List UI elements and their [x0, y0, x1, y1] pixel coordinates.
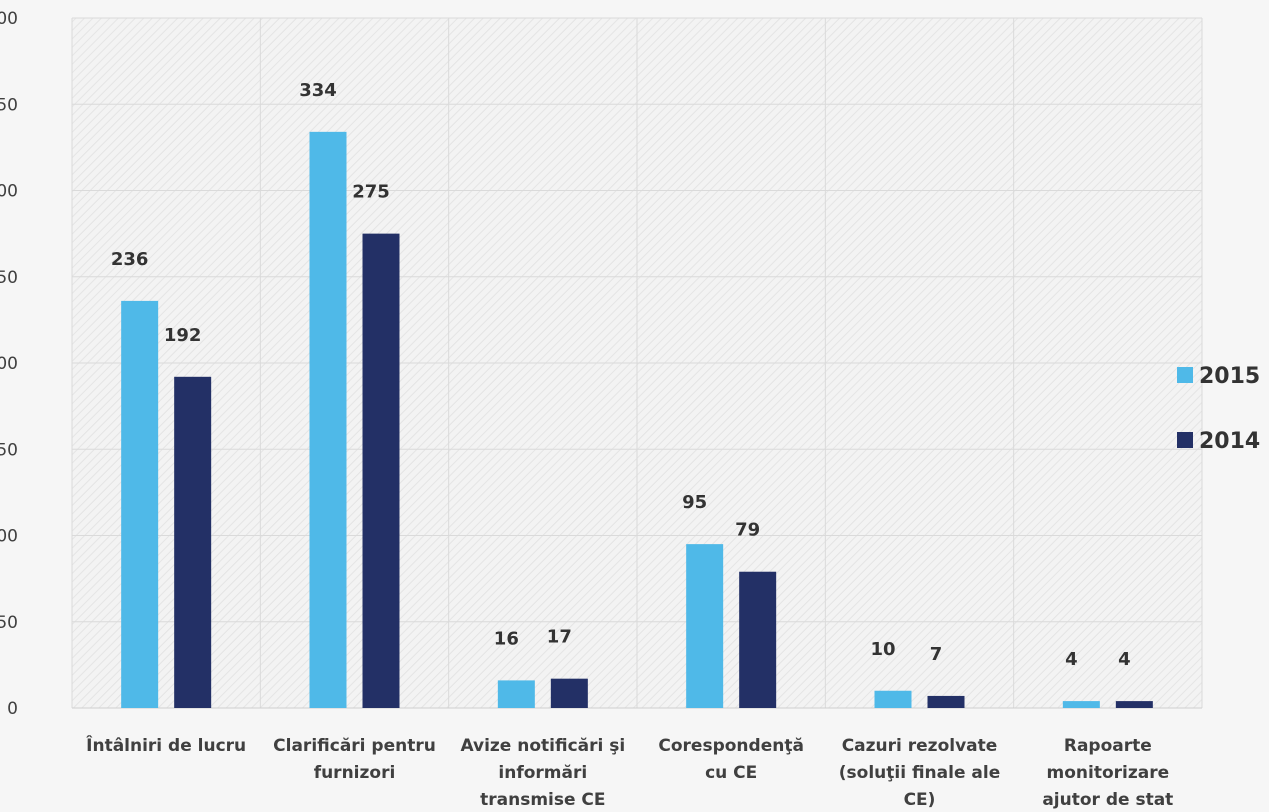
bar-2015-4: [874, 690, 912, 708]
data-label: 79: [735, 520, 760, 541]
data-label: 4: [1065, 649, 1078, 670]
x-tick-label: Întâlniri de lucru: [86, 734, 246, 756]
x-tick-label: Rapoarte: [1064, 736, 1152, 756]
x-tick-label: Clarificări pentru: [273, 736, 436, 756]
bar-2014-4: [927, 695, 965, 708]
y-tick-label: 350: [0, 95, 18, 115]
y-tick-label: 0: [7, 699, 18, 719]
bar-2015-5: [1062, 701, 1100, 708]
bar-2014-0: [174, 376, 212, 708]
bar-2014-1: [362, 233, 400, 708]
legend: 2015 2014: [1177, 364, 1260, 454]
data-label: 192: [164, 325, 202, 346]
data-label: 16: [494, 628, 519, 649]
gridlines: [71, 17, 1203, 709]
bar-2015-3: [686, 544, 724, 708]
x-tick-label: monitorizare: [1047, 763, 1170, 783]
bars: [121, 131, 1153, 709]
data-label: 4: [1118, 649, 1131, 670]
y-tick-label: 100: [0, 527, 18, 547]
y-tick-label: 250: [0, 268, 18, 288]
legend-swatch-2014: [1177, 432, 1193, 448]
bar-2014-2: [550, 678, 588, 708]
x-tick-label: informări: [498, 763, 587, 783]
x-tick-label: Corespondenţă: [658, 736, 804, 756]
y-tick-label: 400: [0, 9, 18, 29]
data-label: 334: [299, 80, 337, 101]
x-tick-label: Avize notificări şi: [460, 736, 625, 756]
bar-2015-0: [121, 300, 159, 708]
y-tick-label: 200: [0, 354, 18, 374]
bar-2015-2: [497, 680, 535, 708]
x-tick-label: CE): [904, 790, 936, 810]
legend-label-2014: 2014: [1199, 429, 1260, 454]
x-tick-label: furnizori: [314, 763, 396, 783]
bar-2015-1: [309, 131, 347, 709]
y-tick-label: 300: [0, 182, 18, 202]
data-label: 95: [682, 492, 707, 513]
data-label: 7: [930, 644, 943, 665]
x-tick-label: ajutor de stat: [1042, 790, 1173, 810]
y-tick-label: 50: [0, 613, 18, 633]
legend-label-2015: 2015: [1199, 364, 1260, 389]
x-axis: Întâlniri de lucru Clarificări pentru furn…: [86, 734, 1173, 810]
x-tick-label: Cazuri rezolvate: [842, 736, 998, 756]
x-tick-label: transmise CE: [480, 790, 605, 810]
x-tick-label: cu CE: [705, 763, 757, 783]
bar-2014-3: [739, 571, 777, 708]
data-label: 10: [870, 639, 895, 660]
data-label: 236: [111, 249, 149, 270]
bar-2014-5: [1115, 701, 1153, 708]
data-label: 17: [547, 627, 572, 648]
y-tick-label: 150: [0, 440, 18, 460]
legend-swatch-2015: [1177, 367, 1193, 383]
data-label: 275: [352, 182, 390, 203]
x-tick-label: (soluţii finale ale: [839, 763, 1000, 783]
y-axis: 0 50 100 150 200 250 300 350 400: [0, 9, 18, 719]
data-labels: 236 334 16 95 10 4 192 275 17 79 7 4: [111, 80, 1131, 670]
